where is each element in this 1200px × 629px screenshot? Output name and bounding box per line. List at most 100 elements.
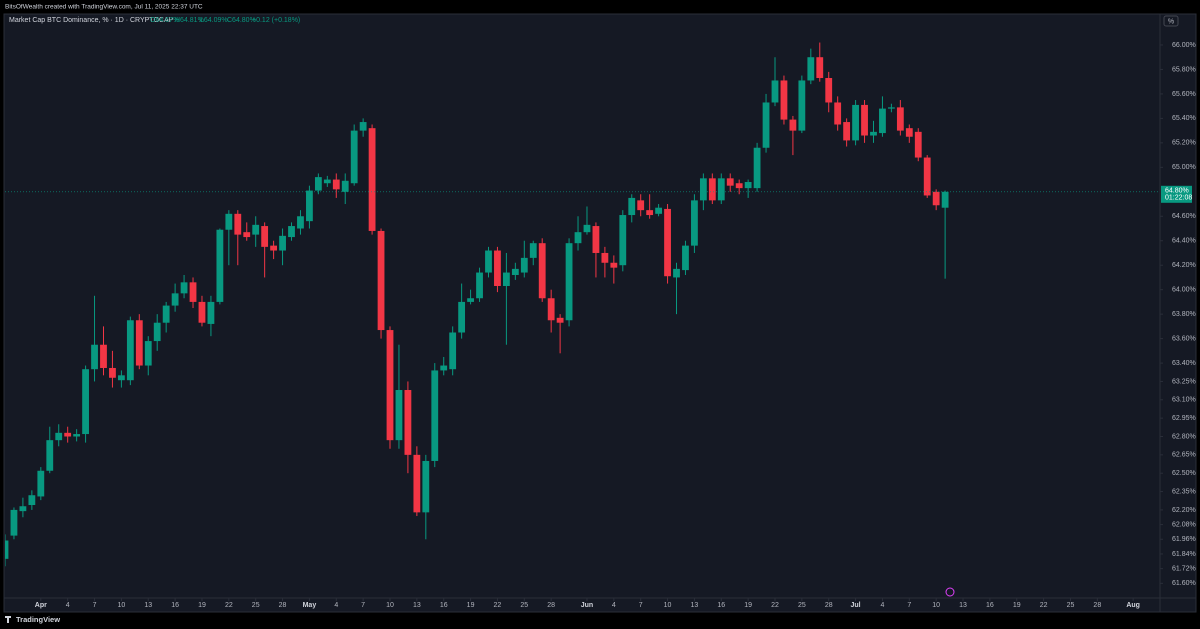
scale-button[interactable] bbox=[1163, 15, 1179, 27]
plot-area bbox=[5, 42, 949, 567]
candle-body bbox=[547, 298, 555, 321]
candle-body bbox=[673, 268, 680, 278]
candle-body bbox=[905, 128, 913, 137]
y-tick-label: 62.08% bbox=[1172, 521, 1196, 528]
candle-body bbox=[771, 80, 779, 103]
candle-body bbox=[511, 268, 519, 275]
y-tick-label: 65.60% bbox=[1172, 91, 1196, 98]
x-tick-label: 7 bbox=[361, 602, 365, 609]
candle-body bbox=[762, 102, 770, 148]
candle-body bbox=[46, 440, 54, 471]
logo-icon bbox=[5, 616, 11, 623]
candle-body bbox=[852, 104, 859, 141]
y-tick-label: 62.95% bbox=[1172, 415, 1196, 422]
x-tick-label: 22 bbox=[1040, 602, 1048, 609]
candle-body bbox=[583, 224, 591, 233]
y-tick-label: 64.40% bbox=[1172, 238, 1196, 245]
candle-body bbox=[932, 191, 940, 206]
candle-body bbox=[816, 57, 824, 79]
candle-body bbox=[288, 226, 295, 238]
candle-body bbox=[834, 102, 842, 125]
candle-body bbox=[252, 224, 260, 235]
candle-body bbox=[216, 229, 224, 302]
candle-body bbox=[467, 298, 474, 302]
event-icon[interactable] bbox=[945, 587, 955, 597]
header-text: BitsOfWealth created with TradingView.co… bbox=[5, 4, 203, 11]
countdown: 01:22:08 bbox=[1165, 195, 1192, 202]
x-tick-label: Jul bbox=[851, 602, 861, 609]
ohlc-legend-value: H64.81% bbox=[175, 17, 204, 24]
candle-body bbox=[28, 495, 36, 506]
x-tick-label: May bbox=[303, 602, 317, 609]
candle-body bbox=[404, 390, 412, 455]
candle-body bbox=[5, 540, 9, 559]
candle-body bbox=[225, 213, 233, 230]
x-tick-label: 16 bbox=[171, 602, 179, 609]
x-tick-label: Aug bbox=[1126, 602, 1140, 609]
y-tick-label: 63.80% bbox=[1172, 311, 1196, 318]
x-tick-label: Apr bbox=[35, 602, 47, 609]
y-tick-label: 64.20% bbox=[1172, 262, 1196, 269]
candle-body bbox=[323, 179, 331, 184]
scale-button-label[interactable]: % bbox=[1168, 18, 1174, 25]
candle-body bbox=[431, 370, 439, 461]
y-tick-label: 63.60% bbox=[1172, 335, 1196, 342]
ohlc-legend-value: O64.67% bbox=[150, 17, 179, 24]
candle-body bbox=[664, 208, 671, 277]
candle-body bbox=[117, 375, 125, 381]
candle-body bbox=[91, 344, 98, 370]
candle-body bbox=[574, 232, 582, 244]
y-tick-label: 62.80% bbox=[1172, 433, 1196, 440]
candle-body bbox=[682, 245, 689, 271]
x-tick-label: 10 bbox=[932, 602, 940, 609]
x-tick-label: Jun bbox=[581, 602, 593, 609]
candle-body bbox=[270, 245, 278, 251]
x-tick-label: 25 bbox=[1067, 602, 1075, 609]
candle-body bbox=[807, 57, 815, 81]
y-tick-label: 64.60% bbox=[1172, 213, 1196, 220]
x-tick-label: 28 bbox=[279, 602, 287, 609]
candle-body bbox=[941, 191, 949, 208]
ohlc-legend-value: L64.09% bbox=[200, 17, 228, 24]
candle-body bbox=[153, 322, 161, 342]
candle-body bbox=[520, 257, 528, 273]
candle-body bbox=[592, 226, 600, 253]
x-tick-label: 7 bbox=[907, 602, 911, 609]
candle-body bbox=[780, 80, 788, 120]
candle-body bbox=[234, 213, 242, 235]
x-tick-label: 19 bbox=[198, 602, 206, 609]
candle-body bbox=[744, 182, 752, 189]
x-tick-label: 28 bbox=[825, 602, 833, 609]
series-title: Market Cap BTC Dominance, % · 1D · CRYPT… bbox=[9, 17, 174, 24]
candle-body bbox=[109, 367, 116, 378]
x-tick-label: 22 bbox=[494, 602, 502, 609]
candle-body bbox=[386, 330, 394, 441]
x-tick-label: 10 bbox=[386, 602, 394, 609]
candle-body bbox=[753, 147, 761, 189]
candle-body bbox=[646, 210, 654, 216]
candle-body bbox=[37, 470, 45, 497]
candle-body bbox=[306, 190, 313, 222]
candle-body bbox=[440, 365, 448, 371]
candle-body bbox=[529, 243, 537, 258]
candle-body bbox=[699, 178, 707, 201]
y-tick-label: 62.65% bbox=[1172, 452, 1196, 459]
y-tick-label: 65.00% bbox=[1172, 164, 1196, 171]
candle-body bbox=[494, 250, 501, 287]
candle-body bbox=[198, 301, 206, 323]
chart-pane bbox=[3, 13, 1197, 613]
candle-body bbox=[180, 282, 188, 294]
x-tick-label: 16 bbox=[986, 602, 994, 609]
candle-body bbox=[82, 369, 89, 435]
x-tick-label: 13 bbox=[144, 602, 152, 609]
candle-body bbox=[19, 506, 27, 512]
y-tick-label: 65.80% bbox=[1172, 66, 1196, 73]
candle-body bbox=[610, 262, 618, 268]
x-tick-label: 25 bbox=[252, 602, 260, 609]
x-tick-label: 7 bbox=[93, 602, 97, 609]
x-tick-label: 4 bbox=[612, 602, 616, 609]
candle-body bbox=[691, 200, 698, 246]
y-tick-label: 62.35% bbox=[1172, 488, 1196, 495]
candle-body bbox=[870, 131, 877, 136]
